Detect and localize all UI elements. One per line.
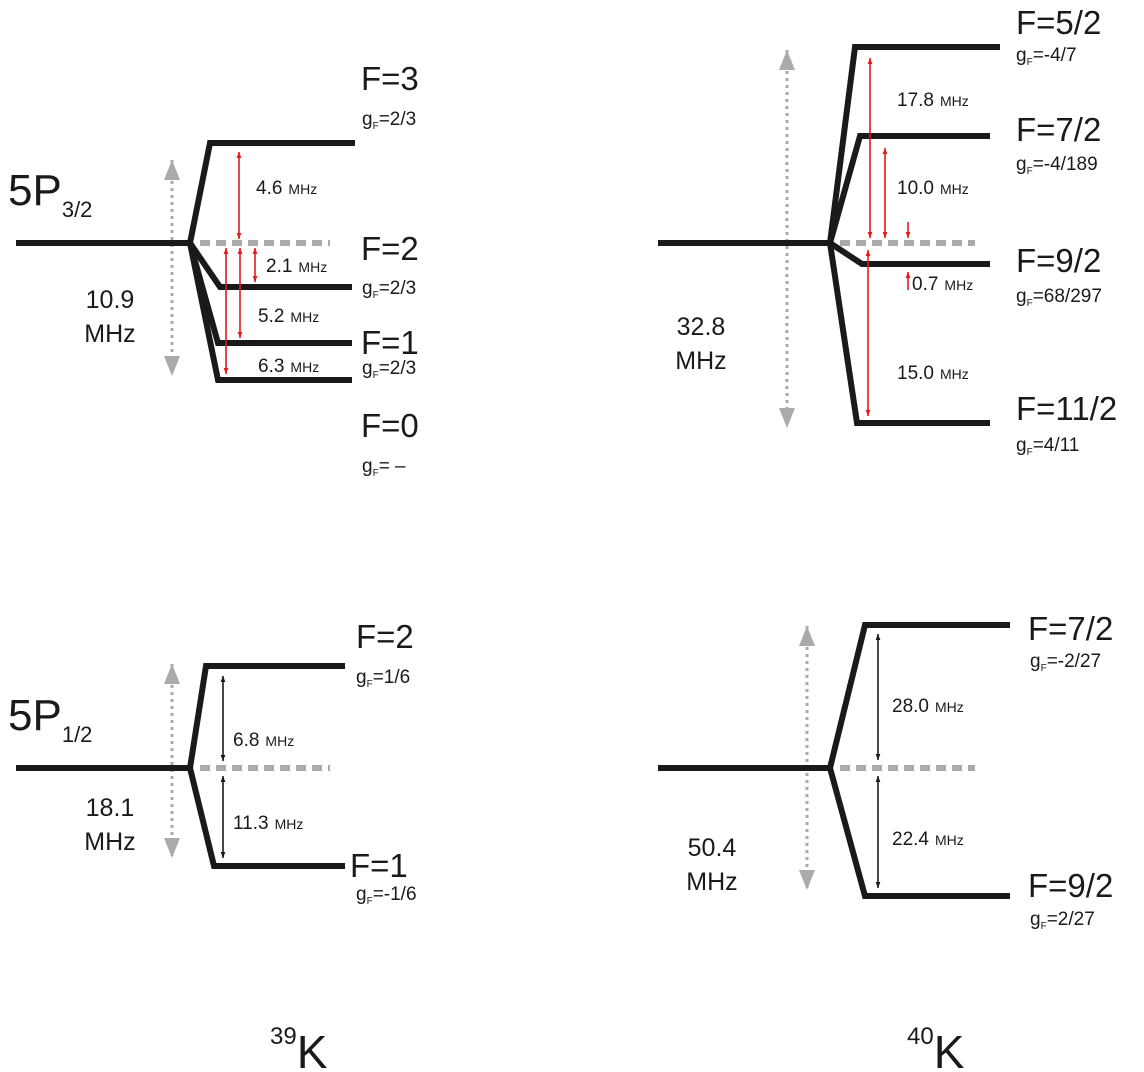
level-line-f2 [16, 663, 345, 771]
level-label-f: F=9/2 [1028, 867, 1113, 904]
level-line-f2 [187, 241, 352, 290]
level-label-f: F=0 [361, 407, 419, 444]
level-label-g: gF=2/3 [362, 358, 416, 381]
level-label-f: F=1 [361, 324, 419, 361]
k40-p12-panel: 50.4 MHz 28.0 MHz 22.4 MHz F=7/2 gF=-2/27 … [658, 610, 1113, 932]
level-label-g: gF=68/297 [1016, 286, 1102, 309]
level-label-g: gF=-1/6 [356, 884, 417, 907]
total-splitting-value: 10.9 [86, 286, 135, 314]
level-label-f: F=11/2 [1016, 390, 1117, 427]
level-line-f92 [828, 240, 990, 267]
level-label-g: gF=2/3 [362, 278, 416, 301]
total-splitting-value: 50.4 [688, 834, 737, 862]
isotope-label-k40: 40K [907, 1023, 965, 1072]
splitting-label: 15.0 MHz [897, 363, 969, 384]
level-label-g: gF=-2/27 [1030, 651, 1101, 674]
level-label-f: F=2 [356, 618, 414, 655]
state-label: 5P1/2 [8, 691, 92, 747]
splitting-label: 28.0 MHz [892, 696, 964, 717]
level-line-f92 [827, 767, 1010, 899]
total-splitting-value: 18.1 [86, 794, 135, 822]
level-label-f: F=7/2 [1016, 111, 1101, 148]
level-line-f112 [827, 242, 990, 426]
level-line-f52 [658, 44, 1000, 246]
total-splitting-unit: MHz [84, 828, 135, 856]
splitting-label: 6.8 MHz [233, 730, 294, 751]
level-label-g: gF=2/27 [1030, 909, 1095, 932]
total-splitting-unit: MHz [686, 868, 737, 896]
k40-p32-panel: 32.8 MHz 17.8 MHz 10.0 MHz 0.7 MHz 15.0 MHz … [658, 4, 1117, 458]
level-label-g: gF=2/3 [362, 109, 416, 132]
level-line-f0 [187, 242, 352, 383]
level-line-f72 [827, 133, 990, 244]
level-label-g: gF=1/6 [356, 667, 410, 690]
level-label-f: F=9/2 [1016, 242, 1101, 279]
level-line-f72 [658, 622, 1010, 771]
splitting-label: 0.7 MHz [912, 274, 973, 295]
state-label: 5P3/2 [8, 166, 92, 222]
level-label-f: F=2 [361, 230, 419, 267]
isotope-label-k39: 39K [270, 1023, 328, 1072]
splitting-label: 10.0 MHz [897, 178, 969, 199]
level-label-g: gF=-4/189 [1016, 154, 1098, 177]
splitting-label: 17.8 MHz [897, 90, 969, 111]
splitting-label: 4.6 MHz [256, 178, 317, 199]
total-splitting-unit: MHz [675, 347, 726, 375]
splitting-label: 2.1 MHz [266, 256, 327, 277]
total-splitting-value: 32.8 [677, 313, 726, 341]
splitting-label: 11.3 MHz [233, 813, 303, 834]
level-label-g: gF= – [362, 456, 406, 479]
splitting-label: 22.4 MHz [892, 829, 964, 850]
level-label-f: F=3 [361, 60, 419, 97]
splitting-label: 6.3 MHz [258, 356, 319, 377]
level-label-g: gF=4/11 [1016, 435, 1079, 458]
level-line-f3 [16, 140, 355, 246]
splitting-label: 5.2 MHz [258, 306, 319, 327]
total-splitting-unit: MHz [84, 320, 135, 348]
level-label-f: F=5/2 [1016, 4, 1101, 41]
level-label-f: F=7/2 [1028, 610, 1113, 647]
level-label-g: gF=-4/7 [1016, 45, 1077, 68]
k39-p32-panel: 5P3/2 10.9 MHz 4.6 MHz 2.1 MHz 5.2 MHz 6.3 M… [8, 60, 419, 479]
level-line-f1 [187, 767, 345, 869]
level-label-f: F=1 [350, 847, 408, 884]
k39-p12-panel: 5P1/2 18.1 MHz 6.8 MHz 11.3 MHz F=2 gF=1/6… [8, 618, 417, 907]
